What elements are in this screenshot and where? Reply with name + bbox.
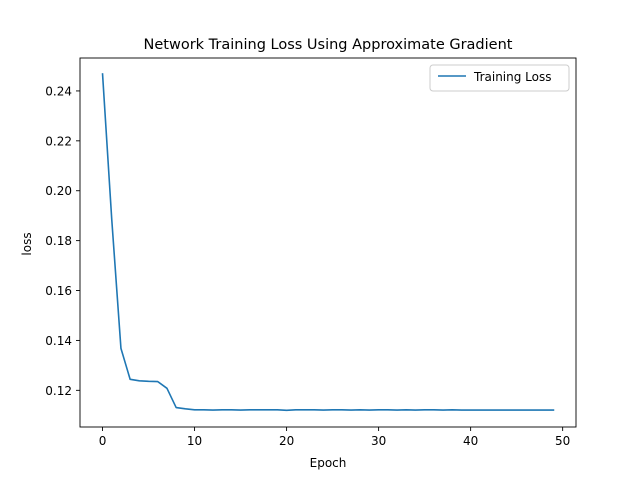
x-tick-label: 10 (187, 434, 202, 448)
y-tick-label: 0.18 (45, 234, 72, 248)
x-tick-label: 30 (371, 434, 386, 448)
plot-frame (79, 57, 577, 428)
chart-title: Network Training Loss Using Approximate … (144, 37, 513, 53)
plot-area (101, 73, 555, 412)
y-tick-label: 0.20 (45, 184, 72, 198)
legend-label: Training Loss (473, 70, 551, 84)
y-axis: 0.12 0.14 0.16 0.18 0.20 0.22 0.24 (45, 84, 80, 398)
y-tick-label: 0.22 (45, 134, 72, 148)
y-axis-label: loss (20, 232, 34, 255)
x-tick-label: 0 (99, 434, 107, 448)
y-tick-label: 0.14 (45, 334, 72, 348)
y-tick-label: 0.24 (45, 84, 72, 98)
series-line-training-loss (101, 73, 555, 412)
y-tick-label: 0.12 (45, 384, 72, 398)
x-tick-label: 20 (279, 434, 294, 448)
y-tick-label: 0.16 (45, 284, 72, 298)
legend-box (429, 64, 570, 92)
x-tick-label: 50 (555, 434, 570, 448)
legend: Training Loss (429, 64, 570, 92)
x-axis-label: Epoch (310, 456, 347, 470)
x-axis: 0 10 20 30 40 50 (99, 427, 570, 448)
x-tick-label: 40 (463, 434, 478, 448)
